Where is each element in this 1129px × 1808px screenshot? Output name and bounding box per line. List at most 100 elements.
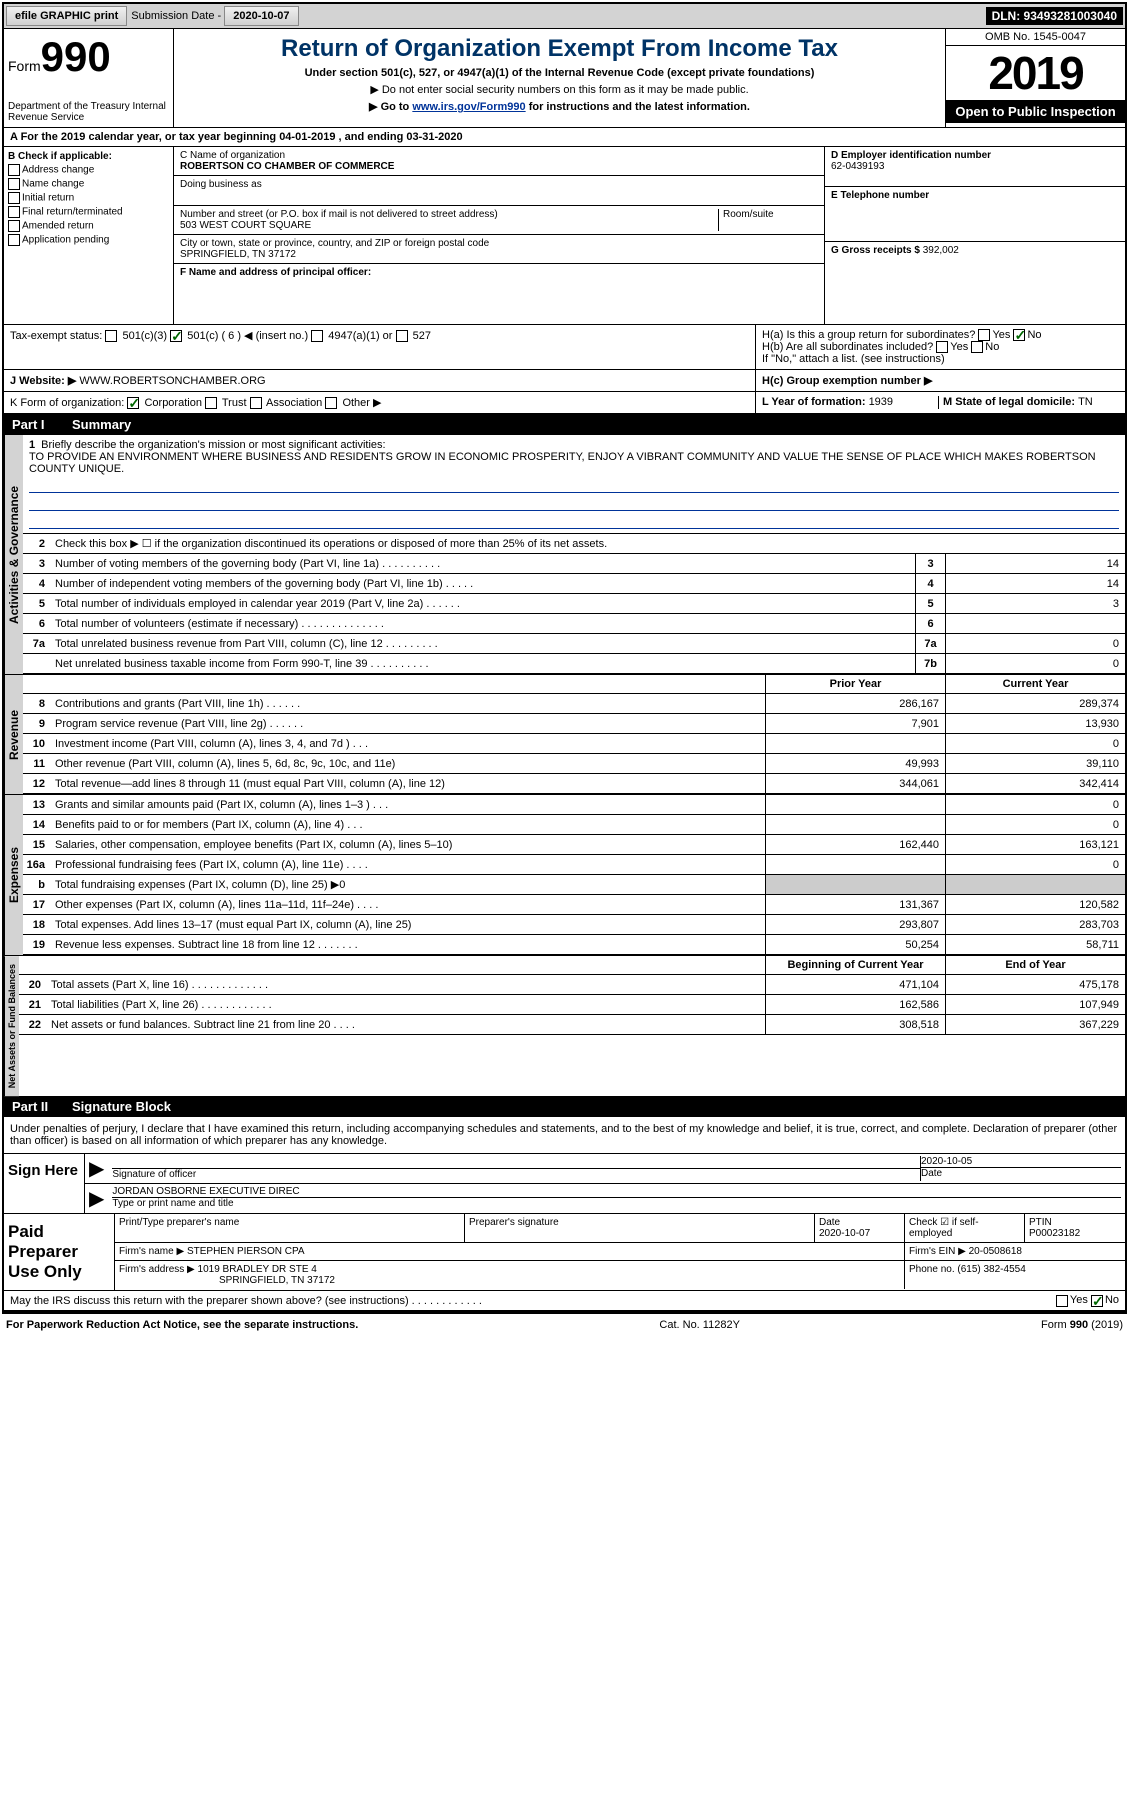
paid-preparer-label: Paid Preparer Use Only [4,1214,114,1290]
cat-number: Cat. No. 11282Y [659,1319,740,1331]
line-value: 14 [945,574,1125,593]
current-value: 58,711 [945,935,1125,954]
form-footer: Form 990 (2019) [1041,1319,1123,1331]
irs-link[interactable]: www.irs.gov/Form990 [412,101,525,113]
line-desc: Number of independent voting members of … [51,576,915,592]
prior-value: 344,061 [765,774,945,793]
penalty-statement: Under penalties of perjury, I declare th… [4,1117,1125,1154]
check-initial[interactable]: Initial return [8,192,169,204]
line-desc: Total assets (Part X, line 16) . . . . .… [47,977,765,993]
hb-yes[interactable] [936,341,948,353]
officer-name: JORDAN OSBORNE EXECUTIVE DIREC [112,1186,1121,1197]
check-4947[interactable] [311,330,323,342]
firm-name: STEPHEN PIERSON CPA [187,1246,305,1257]
tab-activities: Activities & Governance [4,435,23,674]
beg-year-header: Beginning of Current Year [765,956,945,974]
line-value: 14 [945,554,1125,573]
hb-no[interactable] [971,341,983,353]
current-value [945,875,1125,894]
current-value: 0 [945,855,1125,874]
check-final[interactable]: Final return/terminated [8,206,169,218]
current-value: 0 [945,795,1125,814]
ha-no[interactable] [1013,329,1025,341]
sign-here-label: Sign Here [4,1154,84,1213]
prior-value: 162,440 [765,835,945,854]
website-label: J Website: ▶ [10,375,76,387]
tab-revenue: Revenue [4,675,23,794]
prior-value: 7,901 [765,714,945,733]
h-row: Tax-exempt status: 501(c)(3) 501(c) ( 6 … [4,325,1125,370]
k-label: K Form of organization: [10,397,124,409]
subtitle: Under section 501(c), 527, or 4947(a)(1)… [180,67,939,79]
check-name[interactable]: Name change [8,178,169,190]
check-501c3[interactable] [105,330,117,342]
name-column: C Name of organizationROBERTSON CO CHAMB… [174,147,825,324]
current-value: 0 [945,815,1125,834]
title-column: Return of Organization Exempt From Incom… [174,29,945,127]
k-trust[interactable] [205,397,217,409]
omb-number: OMB No. 1545-0047 [946,29,1125,46]
check-527[interactable] [396,330,408,342]
efile-button[interactable]: efile GRAPHIC print [6,6,127,26]
k-corp[interactable] [127,397,139,409]
k-assoc[interactable] [250,397,262,409]
prior-year-header: Prior Year [765,675,945,693]
line-desc: Salaries, other compensation, employee b… [51,837,765,853]
tab-expenses: Expenses [4,795,23,955]
current-value: 107,949 [945,995,1125,1014]
check-amended[interactable]: Amended return [8,220,169,232]
line-desc: Program service revenue (Part VIII, line… [51,716,765,732]
check-address[interactable]: Address change [8,164,169,176]
ha-yes[interactable] [978,329,990,341]
line-desc: Net assets or fund balances. Subtract li… [47,1017,765,1033]
line-desc: Benefits paid to or for members (Part IX… [51,817,765,833]
ein: 62-0439193 [831,161,1119,172]
line-desc: Net unrelated business taxable income fr… [51,656,915,672]
line-desc: Grants and similar amounts paid (Part IX… [51,797,765,813]
ha-label: H(a) Is this a group return for subordin… [762,329,975,341]
line-box: 4 [915,574,945,593]
line-box: 5 [915,594,945,613]
subdate-label: Submission Date - 2020-10-07 [131,6,298,26]
line-desc: Revenue less expenses. Subtract line 18 … [51,937,765,953]
d-label: D Employer identification number [831,150,1119,161]
year-formation: 1939 [869,396,893,408]
hb-label: H(b) Are all subordinates included? [762,341,933,353]
street-address: 503 WEST COURT SQUARE [180,220,718,231]
part2-header: Part IISignature Block [4,1096,1125,1117]
f-label: F Name and address of principal officer: [180,267,818,278]
check-label: B Check if applicable: [8,151,169,162]
current-value: 13,930 [945,714,1125,733]
q2: Check this box ▶ ☐ if the organization d… [51,535,1125,552]
room-label: Room/suite [718,209,818,231]
form-id-box: Form990 Department of the Treasury Inter… [4,29,174,127]
line-desc: Number of voting members of the governin… [51,556,915,572]
current-value: 289,374 [945,694,1125,713]
line-desc: Total expenses. Add lines 13–17 (must eq… [51,917,765,933]
discuss-yes[interactable] [1056,1295,1068,1307]
name-label: Type or print name and title [112,1197,1121,1209]
ptin: P00023182 [1029,1228,1121,1239]
k-other[interactable] [325,397,337,409]
form-header: Form990 Department of the Treasury Inter… [4,29,1125,128]
prep-name-label: Print/Type preparer's name [115,1214,465,1242]
current-year-header: Current Year [945,675,1125,693]
prior-value [765,875,945,894]
prep-date: 2020-10-07 [819,1228,900,1239]
city-label: City or town, state or province, country… [180,238,818,249]
dba-label: Doing business as [180,179,818,190]
right-column: D Employer identification number62-04391… [825,147,1125,324]
line-box: 7b [915,654,945,673]
top-bar: efile GRAPHIC print Submission Date - 20… [4,4,1125,29]
line-desc: Total liabilities (Part X, line 26) . . … [47,997,765,1013]
prior-value: 308,518 [765,1015,945,1034]
check-pending[interactable]: Application pending [8,234,169,246]
prep-sig-label: Preparer's signature [465,1214,815,1242]
check-501c[interactable] [170,330,182,342]
discuss-no[interactable] [1091,1295,1103,1307]
subdate-button[interactable]: 2020-10-07 [224,6,298,26]
sig-officer-label: Signature of officer [112,1168,920,1180]
current-value: 475,178 [945,975,1125,994]
sig-date: 2020-10-05 [921,1156,1121,1167]
tab-netassets: Net Assets or Fund Balances [4,956,19,1096]
